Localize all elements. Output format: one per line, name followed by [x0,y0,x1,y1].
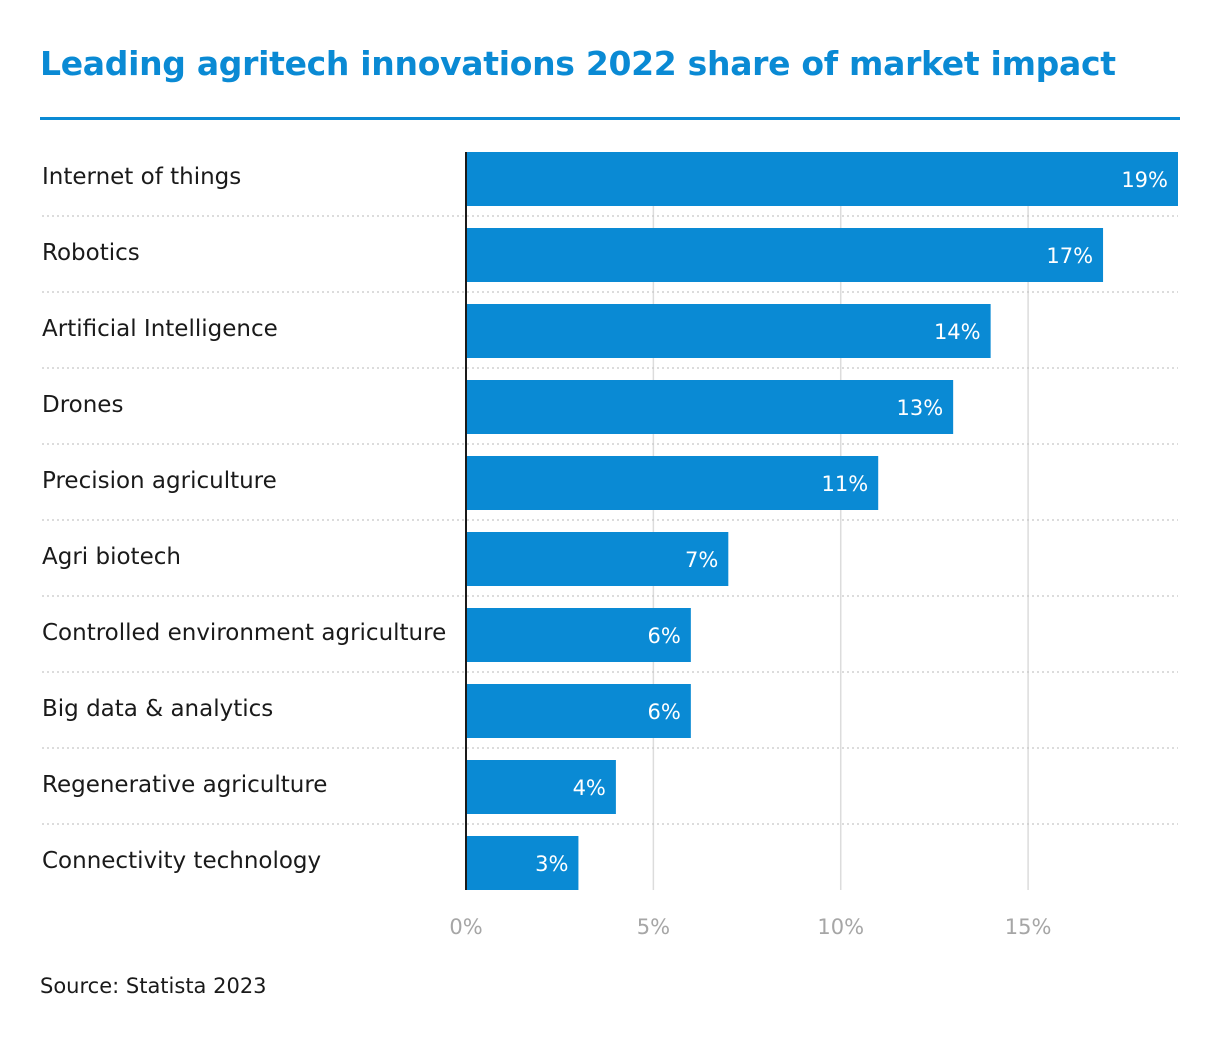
category-label-2: Artificial Intelligence [42,316,278,342]
category-label-1: Robotics [42,240,140,266]
value-label-2: 14% [934,320,981,344]
x-tick-label-10: 10% [817,915,864,939]
category-label-7: Big data & analytics [42,696,273,722]
category-label-4: Precision agriculture [42,468,277,494]
value-label-6: 6% [648,624,681,648]
bar-8 [466,760,616,814]
x-tick-label-0: 0% [449,915,482,939]
value-label-9: 3% [535,852,568,876]
category-label-6: Controlled environment agriculture [42,620,446,646]
value-label-7: 6% [648,700,681,724]
value-label-5: 7% [685,548,718,572]
value-label-1: 17% [1046,244,1093,268]
value-label-0: 19% [1121,168,1168,192]
bar-chart: Internet of things 19% Robotics 17% Artifici… [42,152,1178,939]
category-label-9: Connectivity technology [42,848,321,874]
bar-1 [466,228,1104,282]
bar-3 [466,380,954,434]
bar-7 [466,684,691,738]
bar-9 [466,836,579,890]
title-rule [40,117,1180,120]
category-label-8: Regenerative agriculture [42,772,327,798]
source-note: Source: Statista 2023 [40,974,267,998]
chart-title: Leading agritech innovations 2022 share … [40,44,1116,83]
bar-6 [466,608,691,662]
value-label-4: 11% [822,472,869,496]
x-tick-label-15: 15% [1005,915,1052,939]
bar-2 [466,304,991,358]
category-label-0: Internet of things [42,164,241,190]
category-label-3: Drones [42,392,123,418]
category-label-5: Agri biotech [42,544,181,570]
bar-4 [466,456,879,510]
bar-5 [466,532,729,586]
value-label-8: 4% [573,776,606,800]
x-tick-label-5: 5% [637,915,670,939]
bar-0 [466,152,1178,206]
value-label-3: 13% [896,396,943,420]
